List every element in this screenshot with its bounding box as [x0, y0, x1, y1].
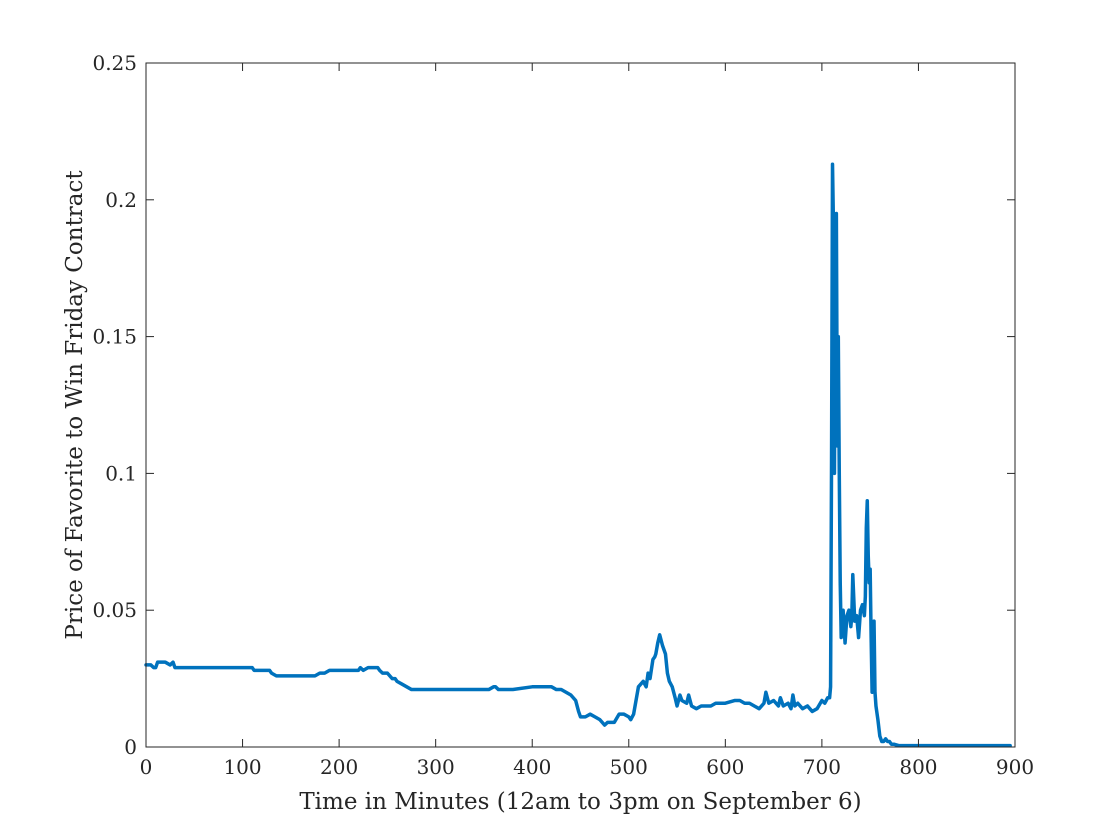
series-layer [144, 162, 1012, 748]
x-tick-label: 600 [706, 755, 744, 779]
y-tick-label: 0 [124, 735, 137, 759]
y-tick-label: 0.2 [105, 188, 137, 212]
x-tick-label: 200 [320, 755, 358, 779]
plot-area [146, 63, 1015, 747]
y-tick-label: 0.15 [92, 325, 137, 349]
y-tick-label: 0.25 [92, 51, 137, 75]
x-tick-label: 800 [899, 755, 937, 779]
y-tick-label: 0.1 [105, 461, 137, 485]
y-tick-label: 0.05 [92, 598, 137, 622]
x-axis-title: Time in Minutes (12am to 3pm on Septembe… [299, 789, 861, 815]
y-axis-ticks: 0 0.05 0.1 0.15 0.2 0.25 [92, 51, 1015, 759]
series-line-0 [144, 162, 1012, 748]
y-axis-title: Price of Favorite to Win Friday Contract [62, 170, 88, 640]
x-tick-label: 400 [513, 755, 551, 779]
x-tick-label: 300 [417, 755, 455, 779]
x-tick-label: 100 [223, 755, 261, 779]
x-tick-label: 500 [610, 755, 648, 779]
x-axis-ticks: 0 100 200 300 400 500 600 700 800 900 [140, 63, 1034, 779]
x-tick-label: 900 [996, 755, 1034, 779]
x-tick-label: 700 [803, 755, 841, 779]
x-tick-label: 0 [140, 755, 153, 779]
axes-box [145, 62, 1016, 748]
